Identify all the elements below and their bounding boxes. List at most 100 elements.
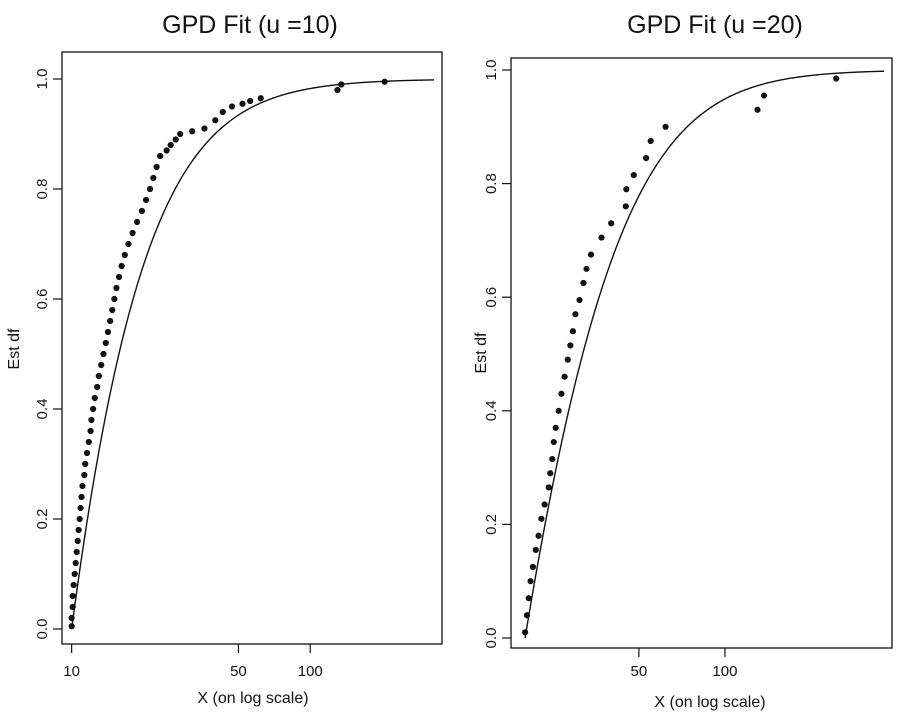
data-point [146, 185, 154, 193]
data-point [91, 394, 98, 402]
data-point [71, 570, 78, 578]
y-tick-label: 0.6 [34, 289, 51, 310]
x-tick-label: 10 [63, 663, 80, 680]
y-tick-label: 1.0 [483, 60, 500, 81]
data-point [90, 405, 97, 413]
x-axis-label: X (on log scale) [197, 690, 308, 707]
empirical-points [521, 75, 840, 636]
y-tick-label: 1.0 [34, 69, 51, 90]
data-point [94, 383, 101, 391]
data-point [98, 361, 105, 369]
data-point [157, 152, 164, 160]
y-axis-label: Est df [473, 332, 490, 373]
data-point [172, 136, 179, 143]
x-tick-label: 50 [230, 663, 247, 680]
data-point [535, 532, 542, 539]
y-tick-label: 0.0 [34, 619, 51, 640]
data-point [521, 629, 529, 636]
data-point [334, 86, 341, 94]
data-point [72, 559, 79, 567]
panel-gpd-fit-u10: GPD Fit (u =10) 0.0 0.2 0.4 0.6 0.8 1.0 10 50 10… [6, 11, 443, 707]
plot-frame [510, 57, 893, 649]
y-tick-label: 0.2 [483, 514, 500, 535]
x-tick-label: 100 [298, 663, 323, 680]
data-point [212, 117, 219, 124]
y-tick-label: 0.0 [483, 628, 500, 649]
data-point [576, 296, 583, 304]
data-point [111, 295, 118, 303]
y-tick-label: 0.4 [34, 399, 51, 420]
data-point [85, 438, 92, 446]
y-tick-label: 0.2 [34, 509, 51, 530]
data-point [239, 100, 246, 107]
y-tick-label: 0.4 [483, 400, 500, 421]
data-point [583, 265, 590, 272]
data-point [104, 328, 112, 336]
data-point [523, 612, 531, 619]
data-point [95, 372, 102, 380]
x-tick-label: 100 [712, 663, 737, 680]
data-point [623, 186, 630, 193]
data-point [545, 484, 552, 491]
data-point [87, 427, 94, 435]
data-point [68, 623, 75, 630]
data-point [177, 130, 184, 138]
data-point [77, 504, 84, 512]
data-point [598, 234, 605, 241]
data-point [79, 482, 86, 490]
data-point [247, 97, 254, 105]
data-point [257, 95, 264, 102]
data-point [76, 515, 83, 523]
data-point [153, 163, 160, 171]
data-point [88, 416, 95, 424]
panel-gpd-fit-u20: GPD Fit (u =20) 0.00.20.40.60.81.050 100 … [473, 11, 893, 711]
data-point [228, 103, 236, 110]
data-point [121, 251, 128, 259]
data-point [109, 306, 116, 314]
gpd-fit-curve [524, 70, 885, 639]
x-axis-label: X (on log scale) [654, 694, 765, 711]
data-point [69, 592, 76, 600]
empirical-points [68, 78, 388, 630]
data-point [125, 240, 132, 248]
data-point [115, 273, 123, 281]
data-point [381, 78, 388, 85]
data-point [622, 203, 629, 210]
x-tick-label: 50 [631, 663, 648, 680]
data-point [107, 317, 114, 325]
tick-marks [53, 78, 311, 653]
y-tick-label: 0.8 [34, 179, 51, 200]
data-point [100, 350, 107, 358]
data-point [138, 207, 146, 215]
data-point [549, 455, 556, 463]
data-point [662, 123, 669, 130]
data-point [552, 424, 559, 431]
tick-marks [502, 69, 726, 657]
y-axis-label: Est df [6, 328, 23, 369]
data-point [338, 81, 345, 88]
data-point [529, 563, 537, 571]
data-point [527, 578, 534, 585]
data-point [547, 470, 554, 477]
data-point [630, 171, 637, 179]
data-point [580, 279, 587, 287]
data-point [142, 196, 150, 204]
data-point [82, 460, 89, 468]
gpd-fit-curve [70, 79, 435, 630]
data-point [643, 154, 650, 162]
data-point [73, 548, 80, 556]
data-point [129, 229, 136, 237]
data-point [69, 603, 76, 611]
data-point [70, 581, 77, 589]
data-point [538, 515, 545, 522]
data-point [118, 262, 125, 270]
data-point [754, 106, 761, 113]
data-point [525, 595, 532, 602]
data-point [555, 407, 562, 414]
data-point [219, 108, 226, 116]
data-point [133, 218, 141, 226]
data-point [541, 501, 548, 508]
data-point [760, 92, 768, 99]
data-point [569, 328, 577, 335]
chart-title: GPD Fit (u =10) [162, 11, 338, 39]
